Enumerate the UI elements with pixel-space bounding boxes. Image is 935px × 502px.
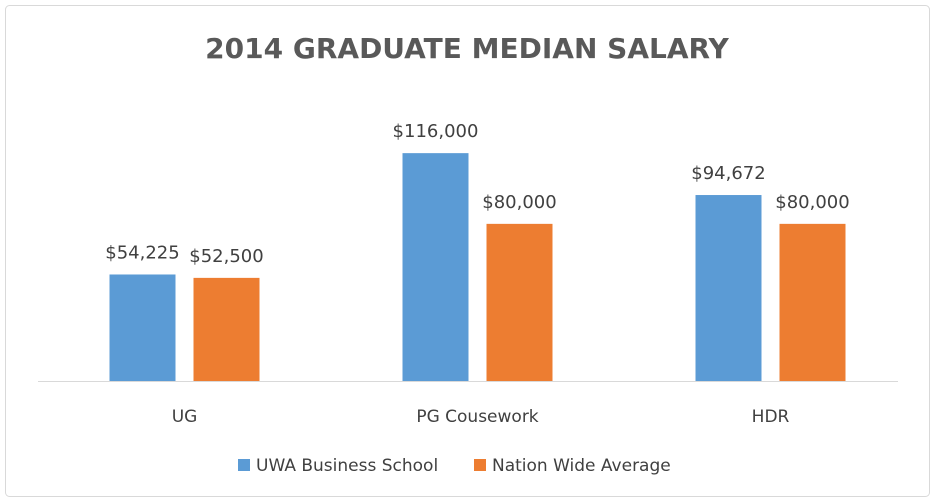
x-tick-label: PG Cousework [416, 407, 538, 427]
data-label: $116,000 [393, 121, 479, 142]
bar [486, 223, 553, 381]
legend-swatch [474, 459, 486, 471]
data-label: $52,500 [189, 246, 263, 267]
legend-label: UWA Business School [256, 456, 438, 476]
data-label: $80,000 [482, 192, 556, 213]
legend-swatch [238, 459, 250, 471]
bar [402, 153, 469, 381]
bar [193, 277, 260, 381]
x-tick-label: HDR [752, 407, 790, 427]
chart-title: 2014 GRADUATE MEDIAN SALARY [205, 32, 729, 65]
data-label: $80,000 [775, 192, 849, 213]
x-tick-label: UG [172, 407, 198, 427]
data-label: $94,672 [691, 163, 765, 184]
bar [779, 223, 846, 381]
bar [109, 274, 176, 381]
data-label: $54,225 [105, 242, 179, 263]
bar [695, 195, 762, 381]
legend-label: Nation Wide Average [492, 456, 671, 476]
